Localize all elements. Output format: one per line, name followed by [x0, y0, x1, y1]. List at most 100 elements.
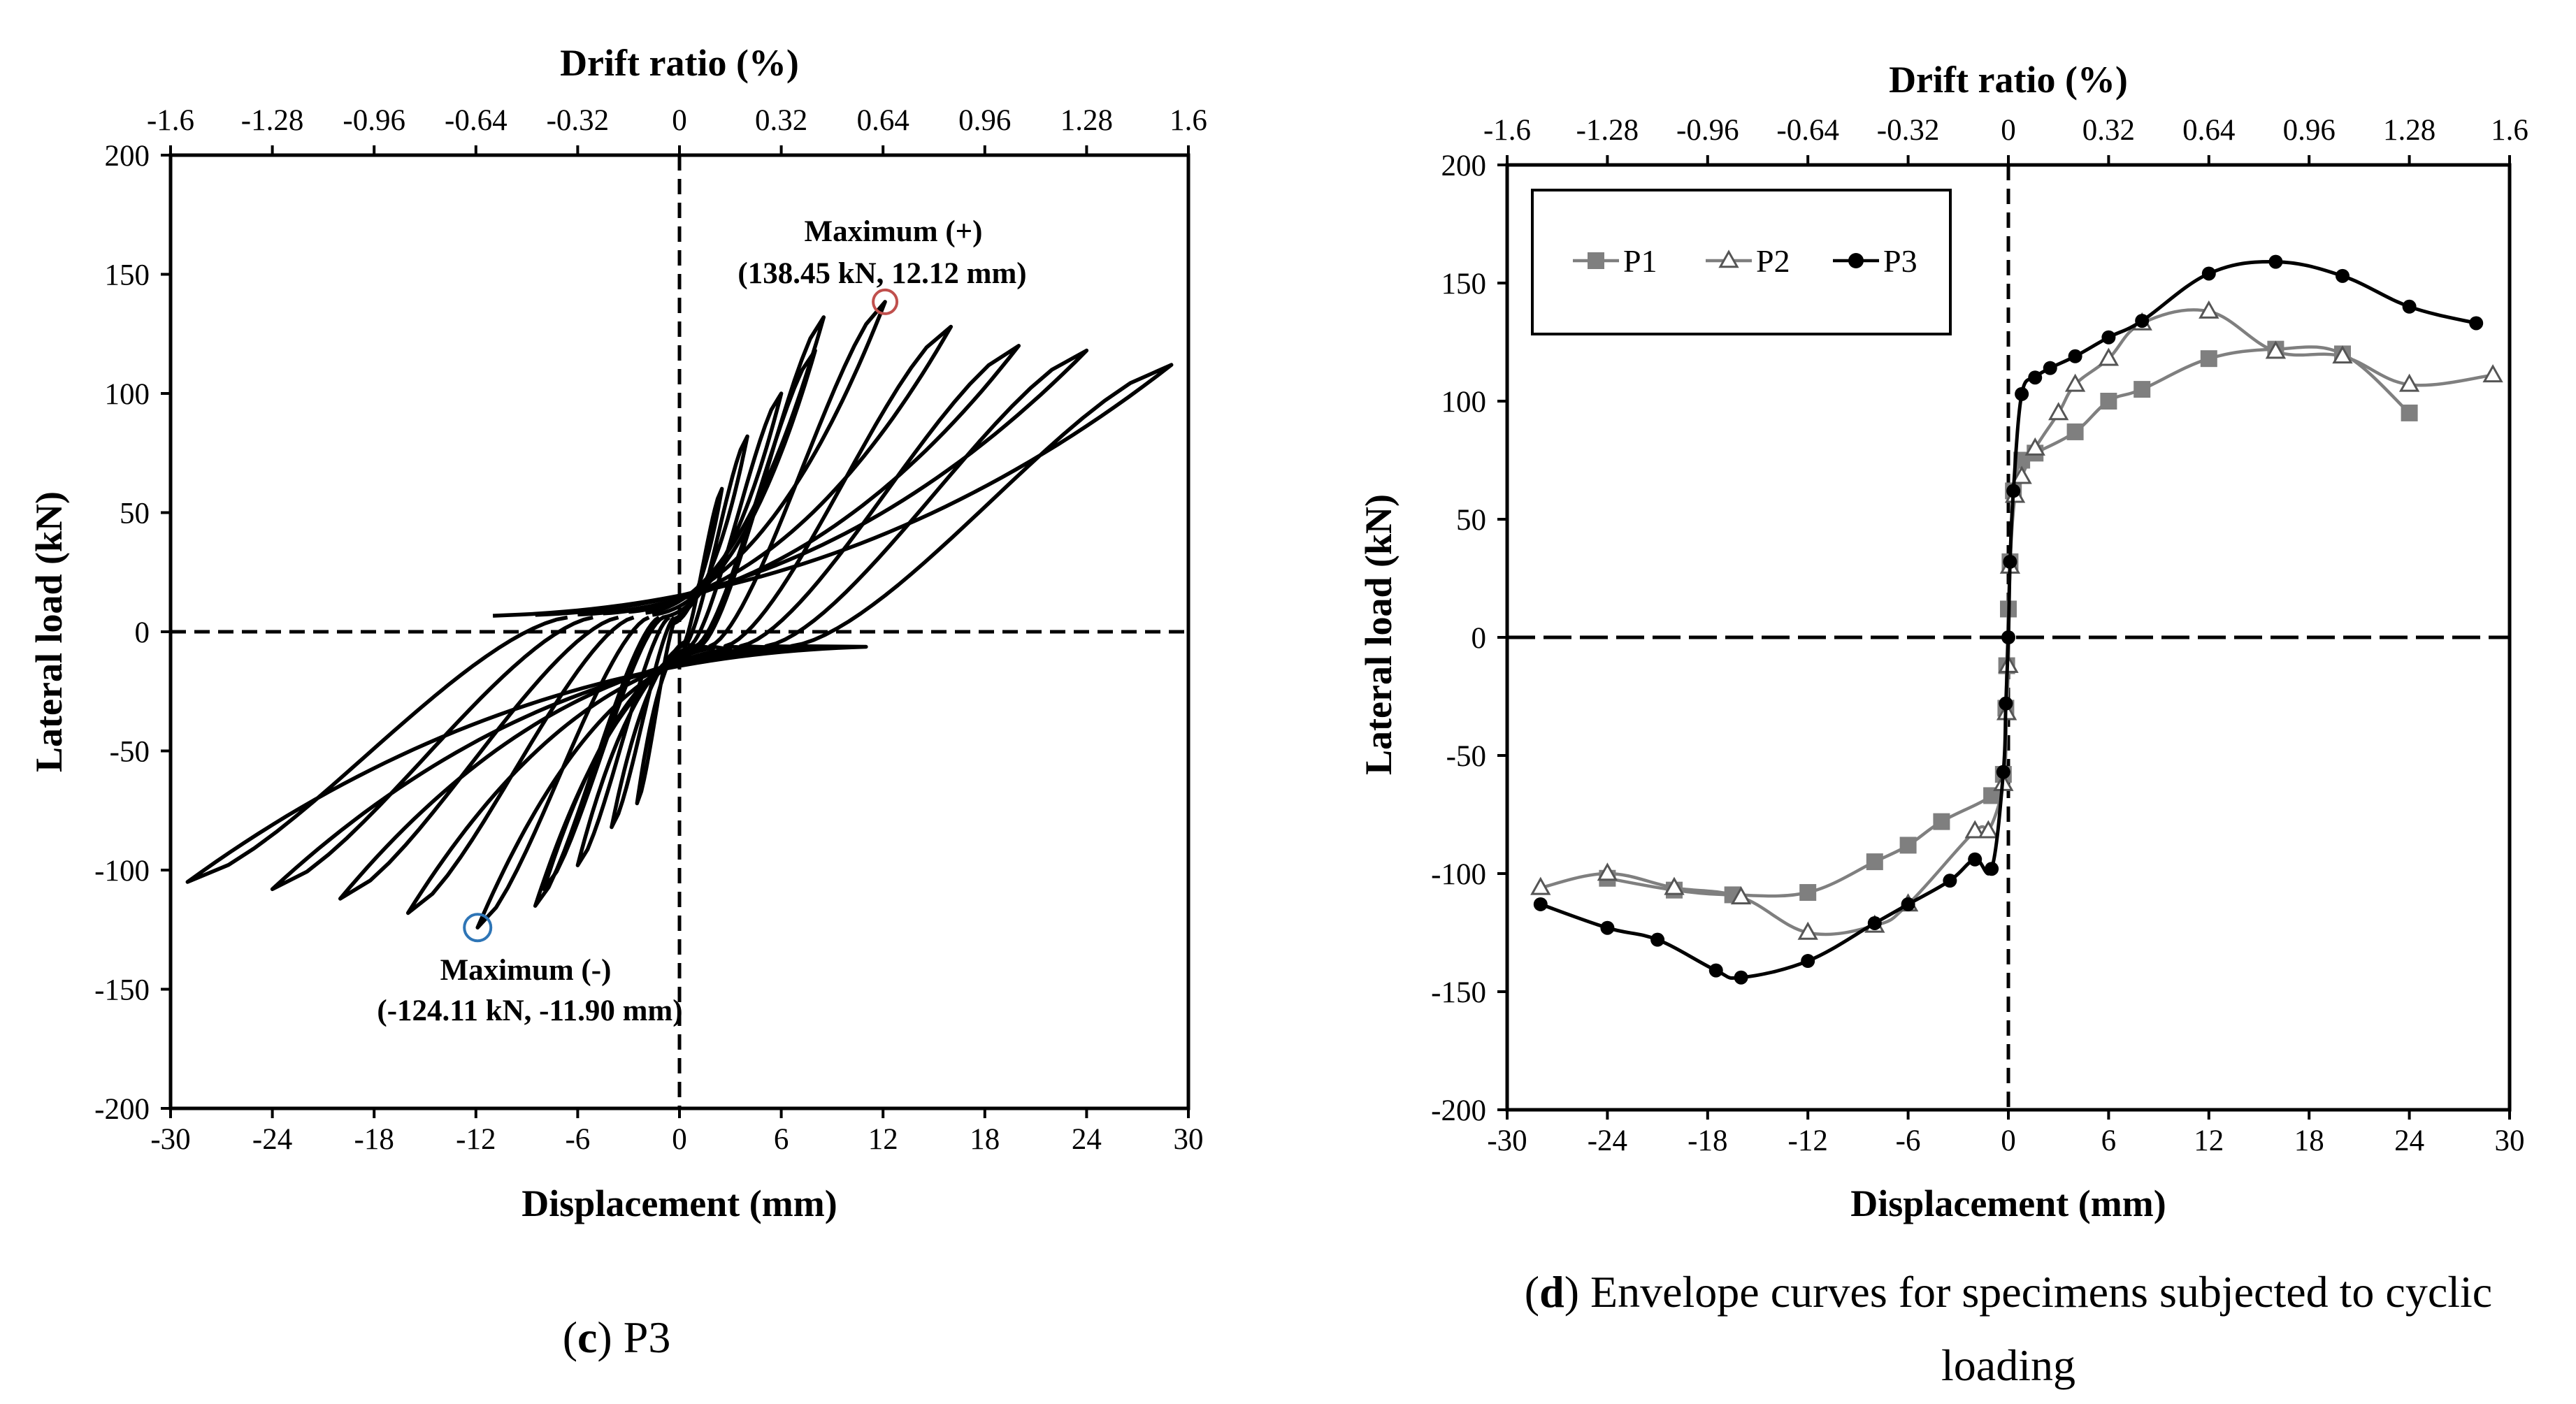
- x-tick-label: 12: [2194, 1124, 2224, 1157]
- x-tick-label: 30: [2495, 1124, 2525, 1157]
- hysteresis-loop: [533, 315, 826, 908]
- data-point: [2003, 554, 2017, 569]
- data-point: [2135, 314, 2150, 328]
- data-point: [2011, 465, 2032, 484]
- y-tick-label: 0: [135, 616, 150, 649]
- data-point: [2200, 350, 2217, 368]
- drift-tick-label: -1.6: [147, 104, 194, 137]
- panel-c-caption: (c) P3: [563, 1312, 671, 1362]
- y-tick-label: 200: [105, 140, 150, 173]
- data-point: [1867, 916, 1882, 930]
- max-negative-marker: [463, 913, 493, 943]
- x-tick-label: 24: [2394, 1124, 2424, 1157]
- legend-marker: [1588, 252, 1604, 269]
- data-point: [2024, 437, 2045, 456]
- hysteresis-loop: [610, 434, 749, 830]
- data-point: [2398, 373, 2420, 392]
- data-point: [1664, 876, 1685, 895]
- x-tick-label: 24: [1072, 1123, 1102, 1156]
- x-tick-label: -12: [1788, 1124, 1828, 1157]
- data-point: [1530, 876, 1551, 895]
- drift-tick-label: 1.28: [1060, 104, 1113, 137]
- x-tick-label: 30: [1174, 1123, 1204, 1156]
- data-point: [2482, 364, 2503, 383]
- data-point: [1797, 921, 1818, 940]
- legend-marker: [1848, 253, 1864, 268]
- hysteresis-loop: [185, 363, 1174, 884]
- series-line: [1540, 308, 2494, 936]
- panel-d-envelope-chart: -1.6 -1.28 -0.96 -0.64 -0.32 0 0.32 0.64 0.96 1.2…: [1358, 59, 2528, 1390]
- y-tick-label: 50: [1456, 504, 1486, 537]
- panel-d-legend-items: P1 P2 P3: [1573, 243, 1917, 279]
- data-point: [2199, 300, 2219, 319]
- data-point: [1999, 696, 2013, 711]
- y-tick-label: 200: [1441, 150, 1487, 182]
- drift-tick-label: -0.96: [343, 104, 405, 137]
- y-tick-label: 50: [120, 498, 150, 530]
- y-tick-label: 100: [1441, 386, 1487, 419]
- y-tick-label: -200: [1431, 1094, 1486, 1127]
- data-point: [1600, 920, 1615, 935]
- y-tick-label: -150: [94, 974, 150, 1007]
- panel-d-caption-line-1: (d) Envelope curves for specimens subjec…: [1525, 1267, 2492, 1317]
- panel-d-series: [1530, 254, 2503, 985]
- drift-tick-label: 0.96: [958, 104, 1011, 137]
- drift-tick-label: 0.96: [2283, 114, 2336, 147]
- x-tick-label: 6: [774, 1123, 789, 1156]
- data-point: [1943, 874, 1957, 888]
- drift-tick-label: -0.32: [1877, 114, 1940, 147]
- data-point: [1901, 897, 1915, 911]
- data-point: [1899, 837, 1917, 854]
- data-point: [2268, 254, 2283, 269]
- panel-c-drift-axis: -1.6 -1.28 -0.96 -0.64 -0.32 0 0.32 0.64 0.96 1.2…: [147, 104, 1207, 155]
- y-tick-label: 150: [1441, 268, 1487, 301]
- y-tick-label: -50: [1446, 740, 1486, 773]
- data-point: [1799, 884, 1817, 902]
- legend-label: P3: [1883, 243, 1917, 279]
- drift-tick-label: -0.96: [1676, 114, 1739, 147]
- data-point: [1533, 897, 1548, 911]
- data-point: [2336, 268, 2350, 283]
- x-tick-label: -18: [1688, 1124, 1727, 1157]
- panel-c-hysteresis-chart: -1.6 -1.28 -0.96 -0.64 -0.32 0 0.32 0.64 0.96 1.2…: [28, 42, 1207, 1362]
- data-point: [1968, 852, 1983, 867]
- x-tick-label: 0: [2001, 1124, 2016, 1157]
- series-p3: [1533, 254, 2484, 985]
- data-point: [1964, 820, 1985, 839]
- x-tick-label: -30: [150, 1123, 190, 1156]
- data-point: [1650, 932, 1665, 947]
- data-point: [1801, 954, 1815, 969]
- data-point: [2048, 402, 2069, 421]
- y-tick-label: 0: [1472, 622, 1487, 655]
- x-tick-label: -18: [354, 1123, 394, 1156]
- legend-label: P2: [1756, 243, 1790, 279]
- drift-tick-label: -1.28: [1576, 114, 1639, 147]
- panel-d-caption-line-2: loading: [1941, 1340, 2075, 1390]
- panel-d-x-axis-title: Displacement (mm): [1850, 1182, 2166, 1224]
- drift-tick-label: 0: [672, 104, 687, 137]
- panel-d-drift-axis: -1.6 -1.28 -0.96 -0.64 -0.32 0 0.32 0.64 0.96 1.2…: [1483, 114, 2528, 165]
- x-tick-label: 18: [970, 1123, 1000, 1156]
- data-point: [1866, 853, 1883, 871]
- y-tick-label: -200: [94, 1093, 150, 1126]
- data-point: [2098, 347, 2120, 366]
- data-point: [2015, 386, 2029, 401]
- data-point: [1730, 886, 1752, 905]
- data-point: [2265, 340, 2287, 359]
- drift-tick-label: 0.32: [755, 104, 807, 137]
- data-point: [1597, 862, 1618, 881]
- drift-tick-label: -0.32: [547, 104, 610, 137]
- max-positive-label-line-1: Maximum (+): [805, 215, 983, 248]
- data-point: [2332, 345, 2353, 364]
- data-point: [2043, 361, 2057, 375]
- data-point: [1978, 820, 1999, 839]
- y-tick-label: -50: [110, 736, 150, 769]
- drift-tick-label: 1.6: [2491, 114, 2528, 147]
- panel-c-y-axis: 200 150 100 50 0 -50 -100 -150 -200: [94, 140, 171, 1126]
- panel-c-drift-axis-title: Drift ratio (%): [560, 42, 799, 84]
- data-point: [1933, 813, 1950, 830]
- legend-marker: [1718, 249, 1739, 268]
- data-point: [2134, 381, 2151, 398]
- y-tick-label: -150: [1431, 976, 1486, 1009]
